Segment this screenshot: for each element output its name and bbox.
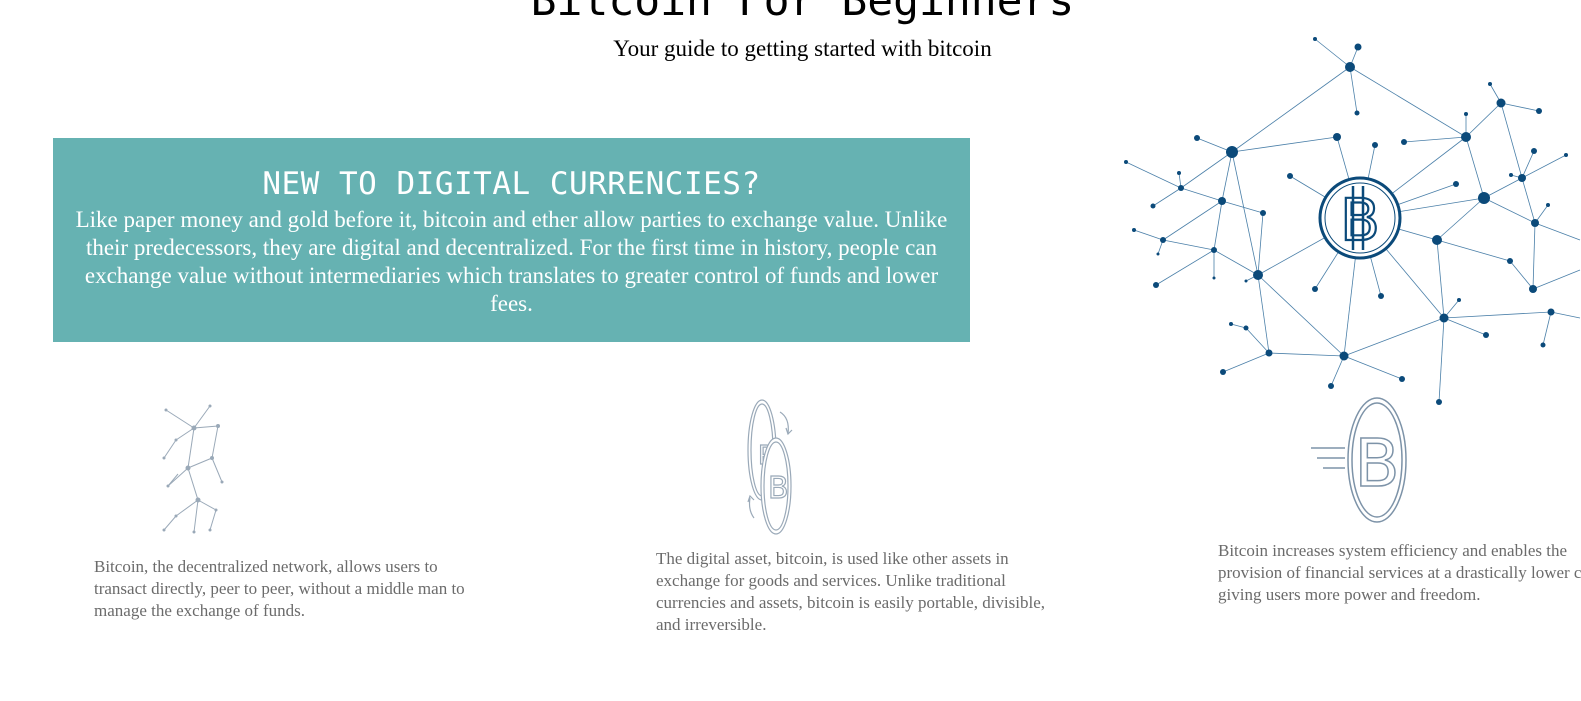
feature-text-digital-asset: The digital asset, bitcoin, is used like… — [656, 549, 1046, 634]
hero-text: Like paper money and gold before it, bit… — [75, 207, 948, 316]
network-icon — [162, 404, 224, 534]
svg-text:B: B — [1354, 425, 1399, 502]
bitcoin-coin-icon: B — [1318, 176, 1402, 260]
hero-heading: NEW TO DIGITAL CURRENCIES? — [262, 166, 761, 202]
feature-text-efficiency: Bitcoin increases system efficiency and … — [1218, 541, 1581, 604]
hero-banner: NEW TO DIGITAL CURRENCIES? Like paper mo… — [53, 138, 970, 342]
svg-text:B: B — [768, 471, 789, 506]
page-subtitle: Your guide to getting started with bitco… — [613, 36, 992, 61]
coins-exchange-icon: P B — [747, 399, 793, 535]
fast-bitcoin-icon: B — [1311, 397, 1407, 523]
bitcoin-network-graphic: B — [1124, 37, 1581, 405]
feature-text-network: Bitcoin, the decentralized network, allo… — [94, 557, 465, 620]
svg-text:B: B — [1340, 186, 1380, 254]
page-title: Bitcoin For Beginners — [530, 0, 1075, 26]
